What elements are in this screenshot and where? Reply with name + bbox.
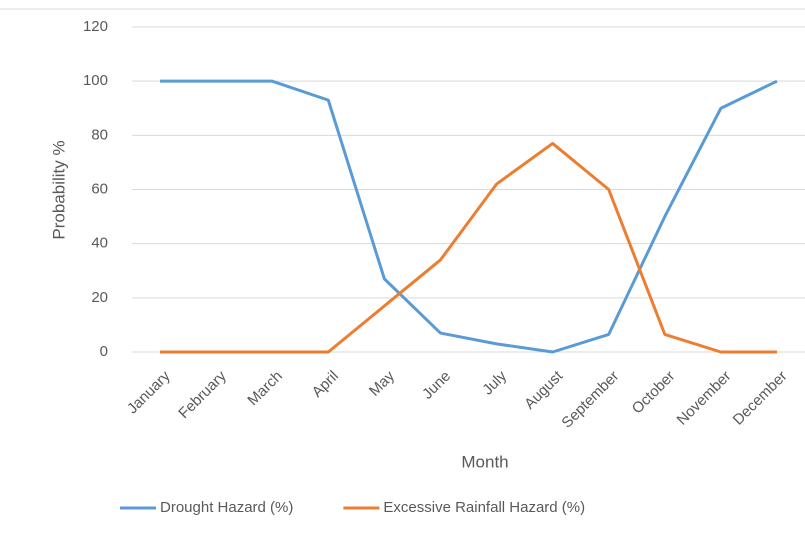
- x-tick-label: November: [674, 368, 735, 429]
- y-tick-label: 20: [91, 289, 108, 306]
- y-tick-label: 40: [91, 235, 108, 252]
- x-axis-title: Month: [461, 452, 508, 471]
- y-tick-label: 60: [91, 180, 108, 197]
- y-tick-label: 100: [83, 72, 108, 89]
- data-line: [160, 79, 778, 354]
- legend-label: Drought Hazard (%): [160, 499, 293, 516]
- x-tick-label: March: [244, 368, 285, 409]
- x-tick-label: August: [521, 367, 567, 413]
- x-tick-label: July: [479, 367, 510, 398]
- y-axis-title: Probability %: [49, 140, 68, 239]
- x-tick-label: February: [175, 367, 230, 422]
- x-tick-label: May: [366, 367, 398, 399]
- y-tick-label: 120: [83, 18, 108, 35]
- y-tick-label: 0: [100, 343, 108, 360]
- x-tick-label: October: [629, 368, 679, 418]
- x-tick-label: June: [419, 368, 454, 403]
- x-tick-label: December: [730, 368, 791, 429]
- x-tick-label: April: [309, 368, 342, 401]
- y-tick-label: 80: [91, 126, 108, 143]
- data-line: [160, 141, 777, 354]
- x-tick-label: September: [558, 368, 622, 432]
- legend-label: Excessive Rainfall Hazard (%): [383, 499, 585, 516]
- x-tick-label: January: [124, 367, 174, 417]
